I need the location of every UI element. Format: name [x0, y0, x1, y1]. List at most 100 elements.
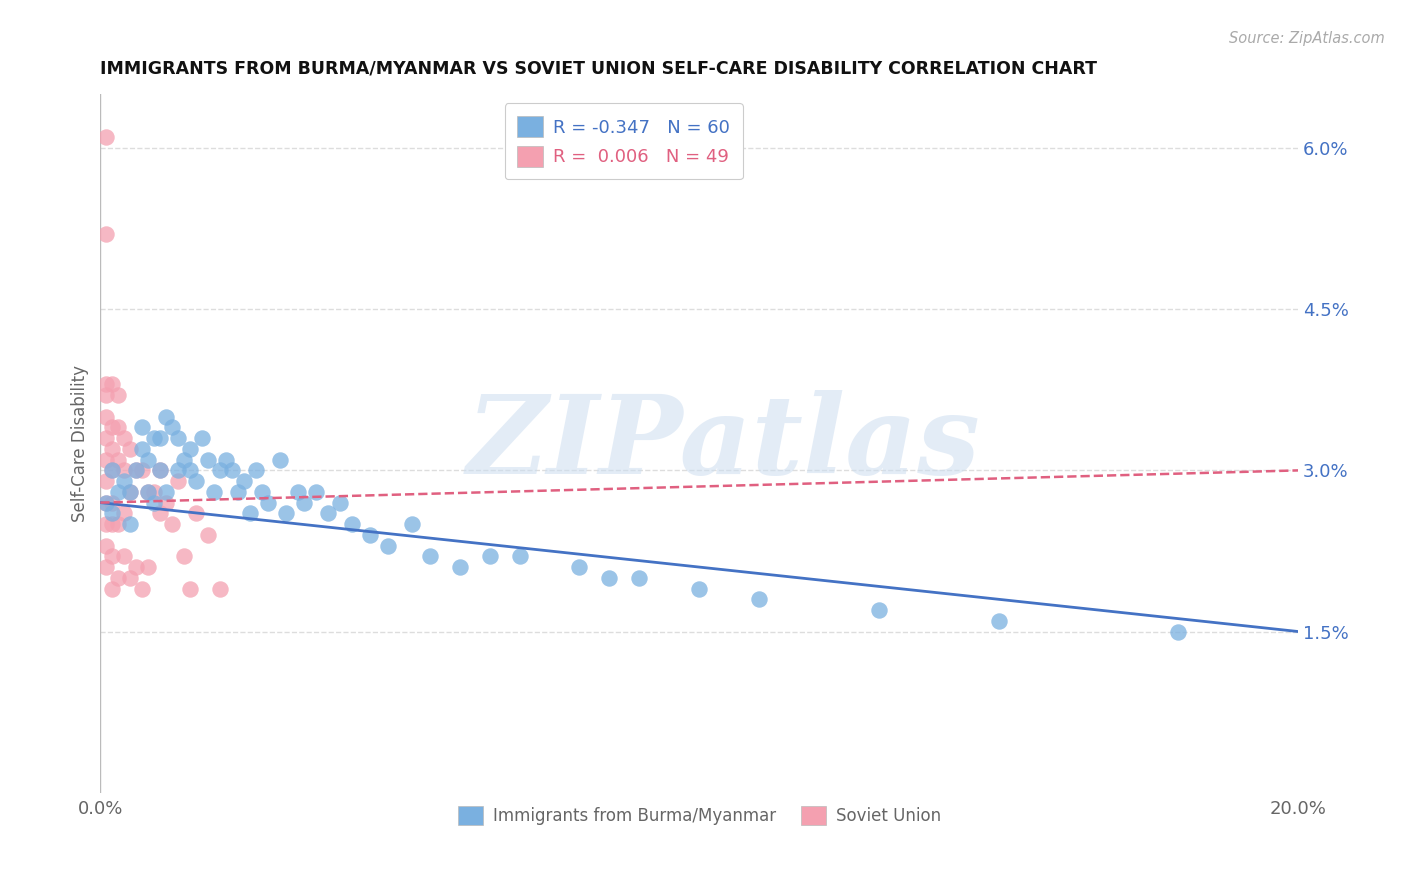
- Point: [96, 474, 118, 488]
- Point: [96, 227, 118, 241]
- Point: [120, 517, 142, 532]
- Point: [107, 420, 129, 434]
- Point: [96, 377, 118, 392]
- Point: [209, 582, 232, 596]
- Point: [120, 442, 142, 456]
- Point: [136, 560, 159, 574]
- Point: [143, 431, 166, 445]
- Point: [167, 463, 190, 477]
- Point: [179, 582, 201, 596]
- Point: [250, 484, 273, 499]
- Point: [748, 592, 770, 607]
- Point: [628, 571, 651, 585]
- Text: IMMIGRANTS FROM BURMA/MYANMAR VS SOVIET UNION SELF-CARE DISABILITY CORRELATION C: IMMIGRANTS FROM BURMA/MYANMAR VS SOVIET …: [100, 60, 1097, 78]
- Point: [568, 560, 591, 574]
- Legend: Immigrants from Burma/Myanmar, Soviet Union: Immigrants from Burma/Myanmar, Soviet Un…: [450, 797, 949, 833]
- Point: [233, 474, 256, 488]
- Point: [160, 517, 183, 532]
- Point: [101, 495, 124, 509]
- Point: [101, 582, 124, 596]
- Point: [112, 549, 135, 564]
- Point: [179, 442, 201, 456]
- Point: [197, 452, 219, 467]
- Point: [112, 431, 135, 445]
- Point: [149, 507, 172, 521]
- Point: [149, 463, 172, 477]
- Point: [120, 571, 142, 585]
- Point: [125, 463, 148, 477]
- Point: [112, 474, 135, 488]
- Point: [329, 495, 352, 509]
- Point: [96, 388, 118, 402]
- Point: [125, 463, 148, 477]
- Text: Source: ZipAtlas.com: Source: ZipAtlas.com: [1229, 31, 1385, 46]
- Point: [101, 420, 124, 434]
- Point: [131, 582, 153, 596]
- Point: [478, 549, 501, 564]
- Point: [155, 495, 177, 509]
- Point: [239, 507, 262, 521]
- Point: [316, 507, 339, 521]
- Point: [186, 507, 208, 521]
- Point: [868, 603, 890, 617]
- Point: [305, 484, 328, 499]
- Point: [257, 495, 280, 509]
- Point: [101, 377, 124, 392]
- Point: [125, 560, 148, 574]
- Point: [131, 442, 153, 456]
- Point: [155, 409, 177, 424]
- Point: [96, 409, 118, 424]
- Point: [136, 484, 159, 499]
- Point: [96, 130, 118, 145]
- Point: [101, 549, 124, 564]
- Point: [96, 539, 118, 553]
- Point: [202, 484, 225, 499]
- Point: [120, 484, 142, 499]
- Point: [101, 442, 124, 456]
- Point: [101, 463, 124, 477]
- Point: [173, 452, 195, 467]
- Point: [179, 463, 201, 477]
- Point: [292, 495, 315, 509]
- Point: [107, 517, 129, 532]
- Point: [1167, 624, 1189, 639]
- Point: [112, 507, 135, 521]
- Point: [107, 388, 129, 402]
- Point: [987, 614, 1010, 628]
- Point: [143, 484, 166, 499]
- Point: [96, 452, 118, 467]
- Point: [96, 560, 118, 574]
- Point: [688, 582, 710, 596]
- Point: [149, 463, 172, 477]
- Point: [160, 420, 183, 434]
- Point: [101, 517, 124, 532]
- Point: [269, 452, 291, 467]
- Point: [449, 560, 471, 574]
- Y-axis label: Self-Care Disability: Self-Care Disability: [72, 365, 89, 522]
- Point: [359, 528, 381, 542]
- Point: [155, 484, 177, 499]
- Point: [112, 463, 135, 477]
- Point: [186, 474, 208, 488]
- Point: [107, 484, 129, 499]
- Point: [96, 431, 118, 445]
- Point: [377, 539, 399, 553]
- Point: [598, 571, 620, 585]
- Point: [120, 484, 142, 499]
- Point: [107, 452, 129, 467]
- Point: [167, 431, 190, 445]
- Point: [96, 517, 118, 532]
- Text: ZIPatlas: ZIPatlas: [467, 390, 980, 498]
- Point: [131, 463, 153, 477]
- Point: [136, 484, 159, 499]
- Point: [96, 495, 118, 509]
- Point: [401, 517, 423, 532]
- Point: [149, 431, 172, 445]
- Point: [131, 420, 153, 434]
- Point: [245, 463, 267, 477]
- Point: [167, 474, 190, 488]
- Point: [419, 549, 441, 564]
- Point: [226, 484, 249, 499]
- Point: [107, 571, 129, 585]
- Point: [173, 549, 195, 564]
